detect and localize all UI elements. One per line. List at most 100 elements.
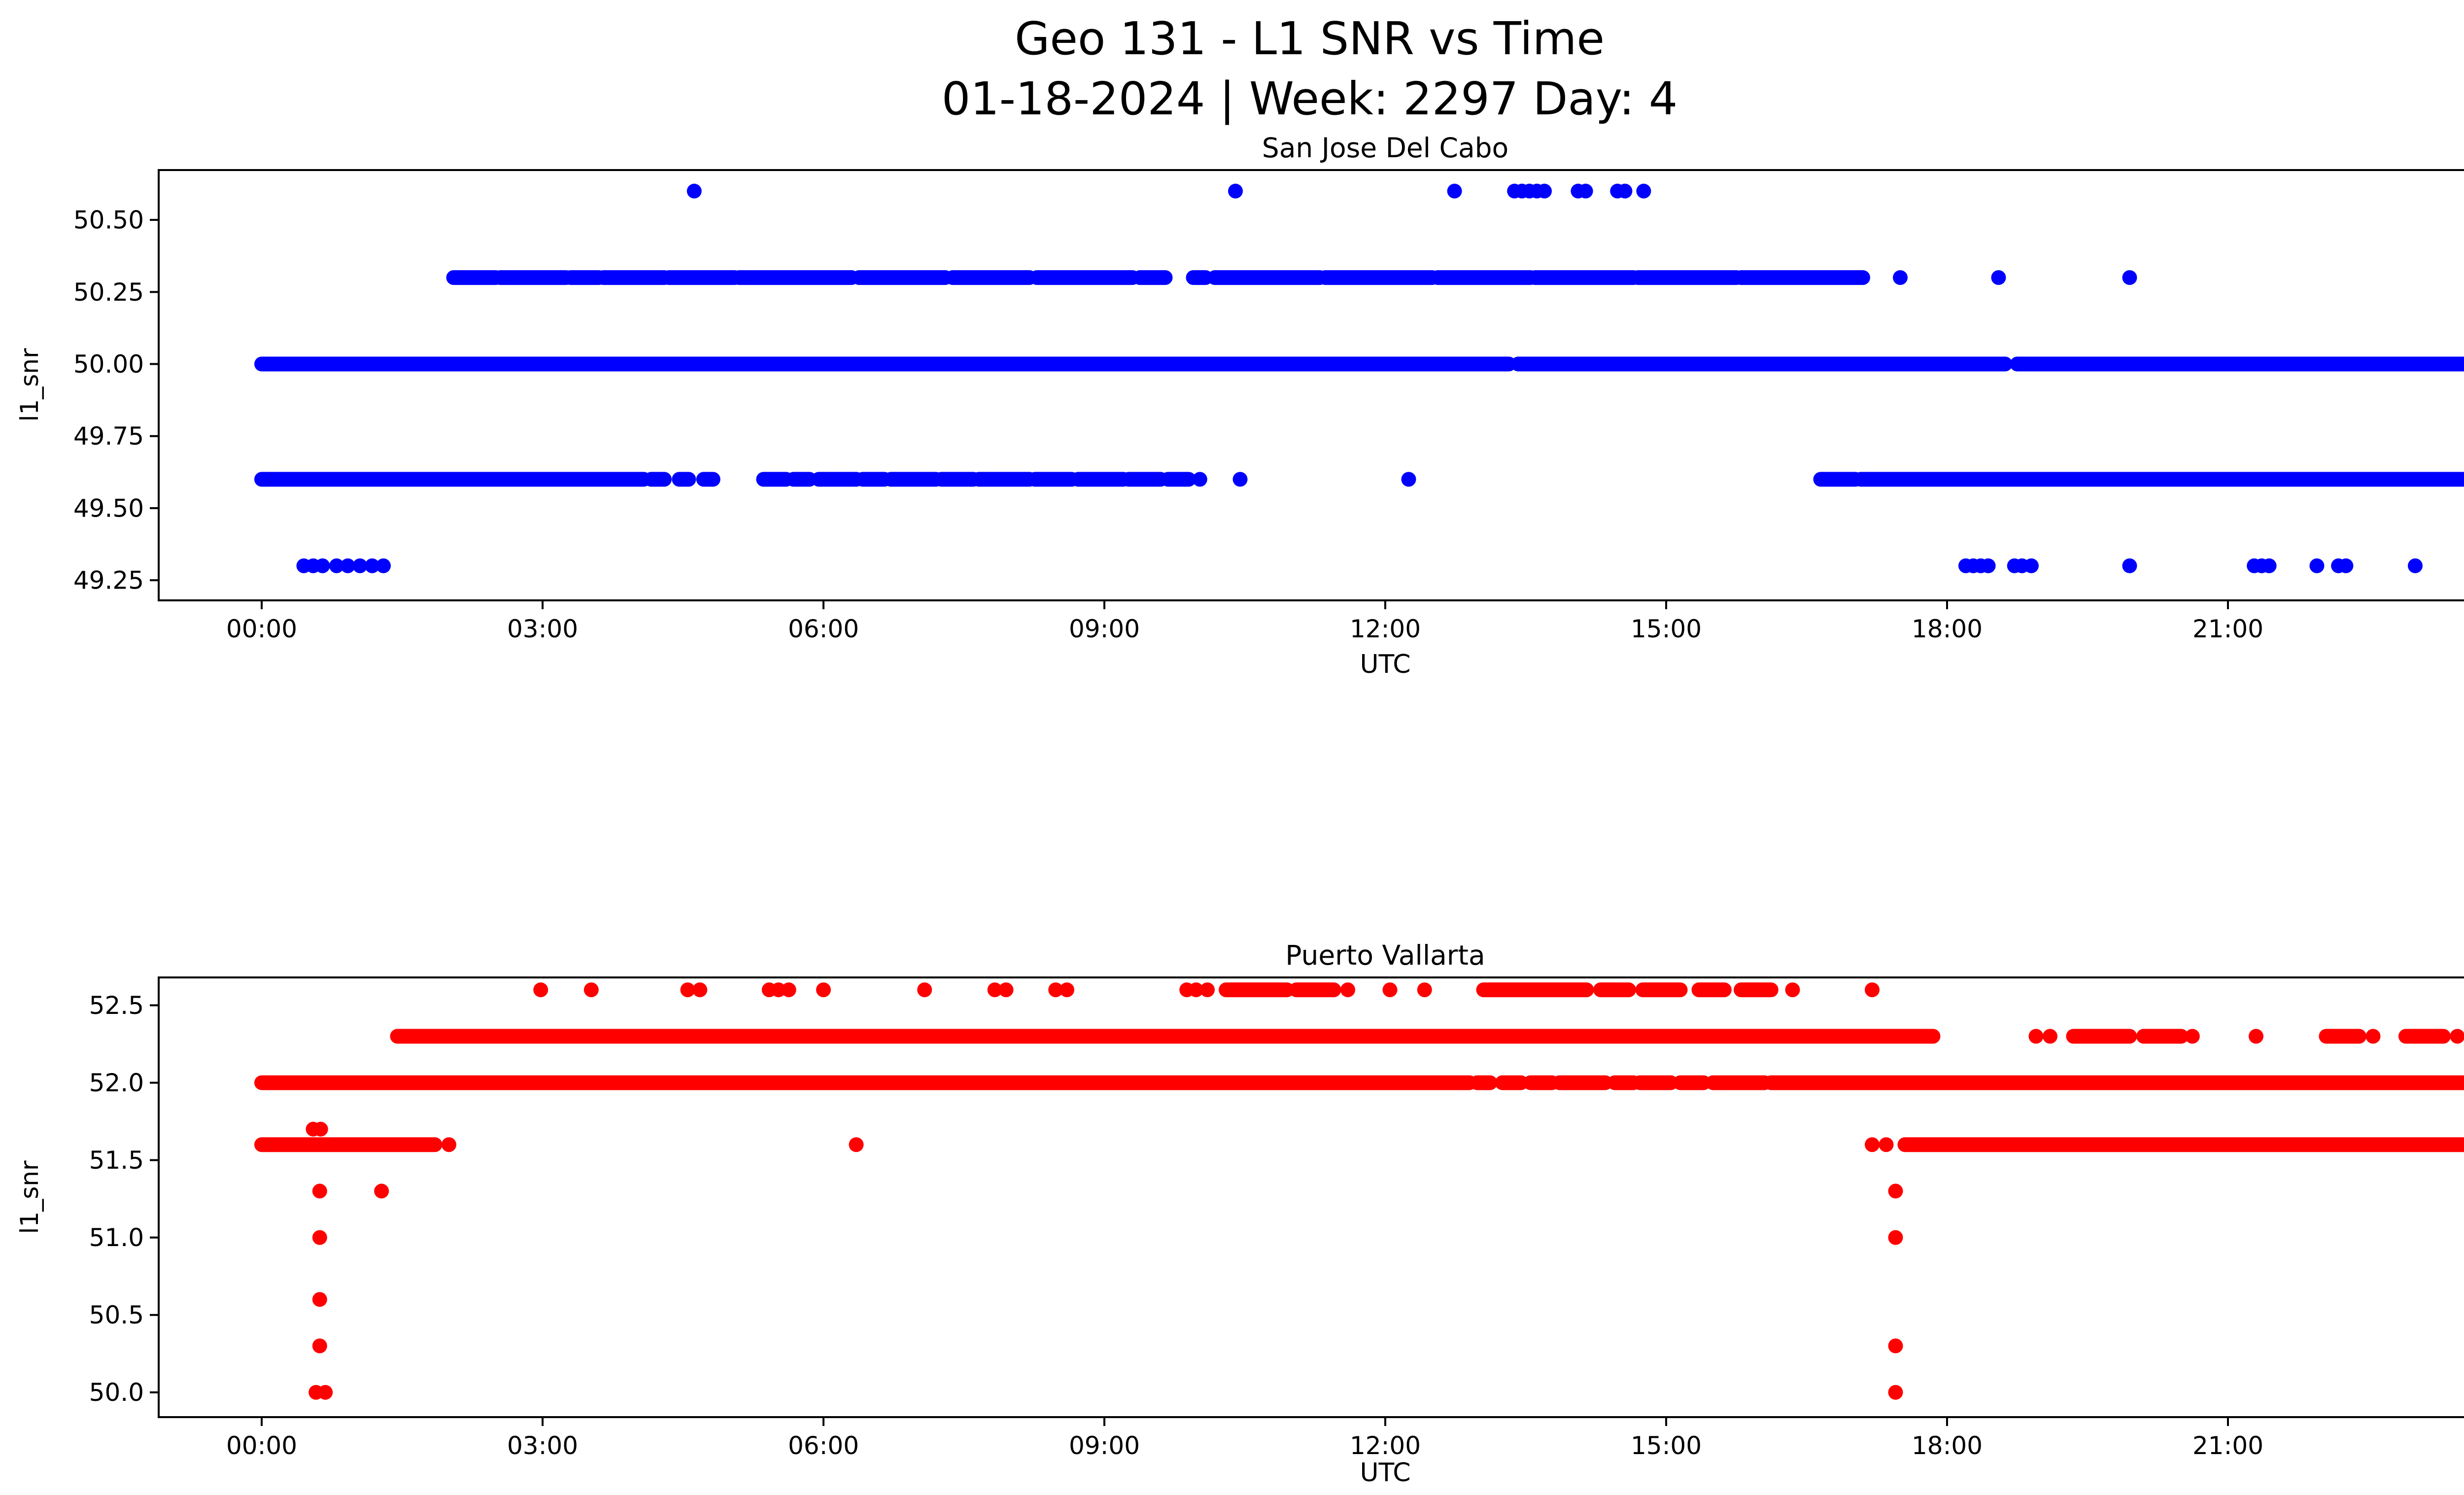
data-point bbox=[987, 982, 1002, 998]
data-point bbox=[1578, 183, 1593, 199]
y-tick-label: 51.0 bbox=[89, 1223, 144, 1252]
x-tick-label: 12:00 bbox=[1350, 1431, 1421, 1460]
data-point bbox=[2261, 558, 2277, 573]
x-tick-label: 18:00 bbox=[1912, 1431, 1983, 1460]
data-point bbox=[1888, 1385, 1903, 1400]
data-point bbox=[1060, 982, 1074, 998]
data-point bbox=[1048, 982, 1063, 998]
x-tick-label: 21:00 bbox=[2192, 615, 2263, 643]
data-point bbox=[2024, 558, 2039, 573]
y-axis-label-bottom: l1_snr bbox=[15, 1160, 44, 1234]
data-point bbox=[2338, 558, 2354, 573]
x-tick-label: 03:00 bbox=[507, 615, 578, 643]
x-tick-label: 09:00 bbox=[1069, 615, 1140, 643]
y-tick-label: 51.5 bbox=[89, 1146, 144, 1175]
data-point bbox=[2450, 1029, 2464, 1044]
data-point bbox=[365, 558, 380, 573]
data-point bbox=[315, 558, 330, 573]
data-point bbox=[374, 1183, 389, 1199]
data-point bbox=[1617, 183, 1633, 199]
data-point bbox=[816, 982, 831, 998]
x-tick-label: 06:00 bbox=[788, 1431, 859, 1460]
data-point bbox=[1189, 982, 1204, 998]
data-point bbox=[329, 558, 344, 573]
data-point bbox=[318, 1385, 333, 1400]
data-point bbox=[2408, 558, 2423, 573]
data-point bbox=[781, 982, 796, 998]
x-tick-label: 00:00 bbox=[226, 1431, 297, 1460]
data-point bbox=[692, 982, 708, 998]
data-point bbox=[1888, 1338, 1903, 1354]
y-tick-label: 50.50 bbox=[73, 206, 144, 235]
data-point bbox=[1382, 982, 1398, 998]
data-point bbox=[2309, 558, 2325, 573]
data-point bbox=[1200, 982, 1215, 998]
figure-subtitle: 01-18-2024 | Week: 2297 Day: 4 bbox=[941, 72, 1678, 125]
data-point bbox=[1417, 982, 1432, 998]
data-point bbox=[312, 1230, 327, 1245]
data-point bbox=[1785, 982, 1800, 998]
data-point bbox=[1981, 558, 1996, 573]
x-tick-label: 21:00 bbox=[2192, 1431, 2263, 1460]
data-point bbox=[1893, 270, 1908, 285]
data-point bbox=[2249, 1029, 2263, 1044]
data-point bbox=[1447, 183, 1462, 199]
data-point bbox=[998, 982, 1014, 998]
y-tick-label: 49.75 bbox=[73, 422, 144, 451]
x-tick-label: 09:00 bbox=[1069, 1431, 1140, 1460]
data-point bbox=[1865, 1137, 1880, 1152]
y-tick-label: 49.25 bbox=[73, 566, 144, 595]
data-point bbox=[2028, 1029, 2044, 1044]
data-point bbox=[1340, 982, 1355, 998]
data-series-group bbox=[254, 183, 2464, 573]
y-tick-label: 50.5 bbox=[89, 1301, 144, 1329]
data-point bbox=[686, 183, 702, 199]
x-tick-label: 03:00 bbox=[507, 1431, 578, 1460]
data-point bbox=[1232, 472, 1248, 487]
data-point bbox=[442, 1137, 456, 1152]
data-point bbox=[376, 558, 391, 573]
y-tick-label: 50.00 bbox=[73, 350, 144, 379]
subplot-title-puerto-vallarta: Puerto Vallarta bbox=[1285, 939, 1485, 971]
data-point bbox=[1401, 472, 1416, 487]
data-point bbox=[2122, 270, 2137, 285]
y-tick-label: 49.50 bbox=[73, 494, 144, 522]
data-point bbox=[1888, 1230, 1903, 1245]
data-point bbox=[917, 982, 932, 998]
data-point bbox=[352, 558, 368, 573]
data-point bbox=[313, 1121, 328, 1137]
y-tick-label: 50.0 bbox=[89, 1378, 144, 1407]
data-point bbox=[1888, 1183, 1903, 1199]
axes-frame bbox=[158, 169, 2464, 601]
y-tick-label: 52.5 bbox=[89, 991, 144, 1020]
data-point bbox=[2122, 558, 2137, 573]
x-tick-label: 15:00 bbox=[1631, 1431, 1702, 1460]
data-point bbox=[1865, 982, 1880, 998]
x-axis-label-bottom: UTC bbox=[1360, 1458, 1411, 1488]
y-tick-label: 52.0 bbox=[89, 1069, 144, 1097]
data-point bbox=[849, 1137, 864, 1152]
x-axis-label-top: UTC bbox=[1360, 650, 1411, 679]
scatter-chart-1: 00:00 03:00 06:00 09:00 12:00 15:00 18:00 21:00… bbox=[89, 976, 2464, 1460]
x-tick-label: 18:00 bbox=[1912, 615, 1983, 643]
x-tick-label: 15:00 bbox=[1631, 615, 1702, 643]
data-point bbox=[312, 1338, 327, 1354]
data-point bbox=[1636, 183, 1651, 199]
x-tick-label: 06:00 bbox=[788, 615, 859, 643]
y-axis-label-top: l1_snr bbox=[15, 348, 44, 422]
data-point bbox=[1879, 1137, 1894, 1152]
data-series-group bbox=[254, 982, 2464, 1400]
data-point bbox=[533, 982, 548, 998]
data-point bbox=[1192, 472, 1207, 487]
figure-title: Geo 131 - L1 SNR vs Time bbox=[1015, 12, 1605, 65]
data-point bbox=[771, 982, 786, 998]
x-tick-label: 12:00 bbox=[1350, 615, 1421, 643]
data-point bbox=[583, 982, 599, 998]
x-tick-label: 00:00 bbox=[226, 615, 297, 643]
data-point bbox=[2365, 1029, 2381, 1044]
data-point bbox=[312, 1183, 327, 1199]
data-point bbox=[2043, 1029, 2057, 1044]
data-point bbox=[1228, 183, 1243, 199]
